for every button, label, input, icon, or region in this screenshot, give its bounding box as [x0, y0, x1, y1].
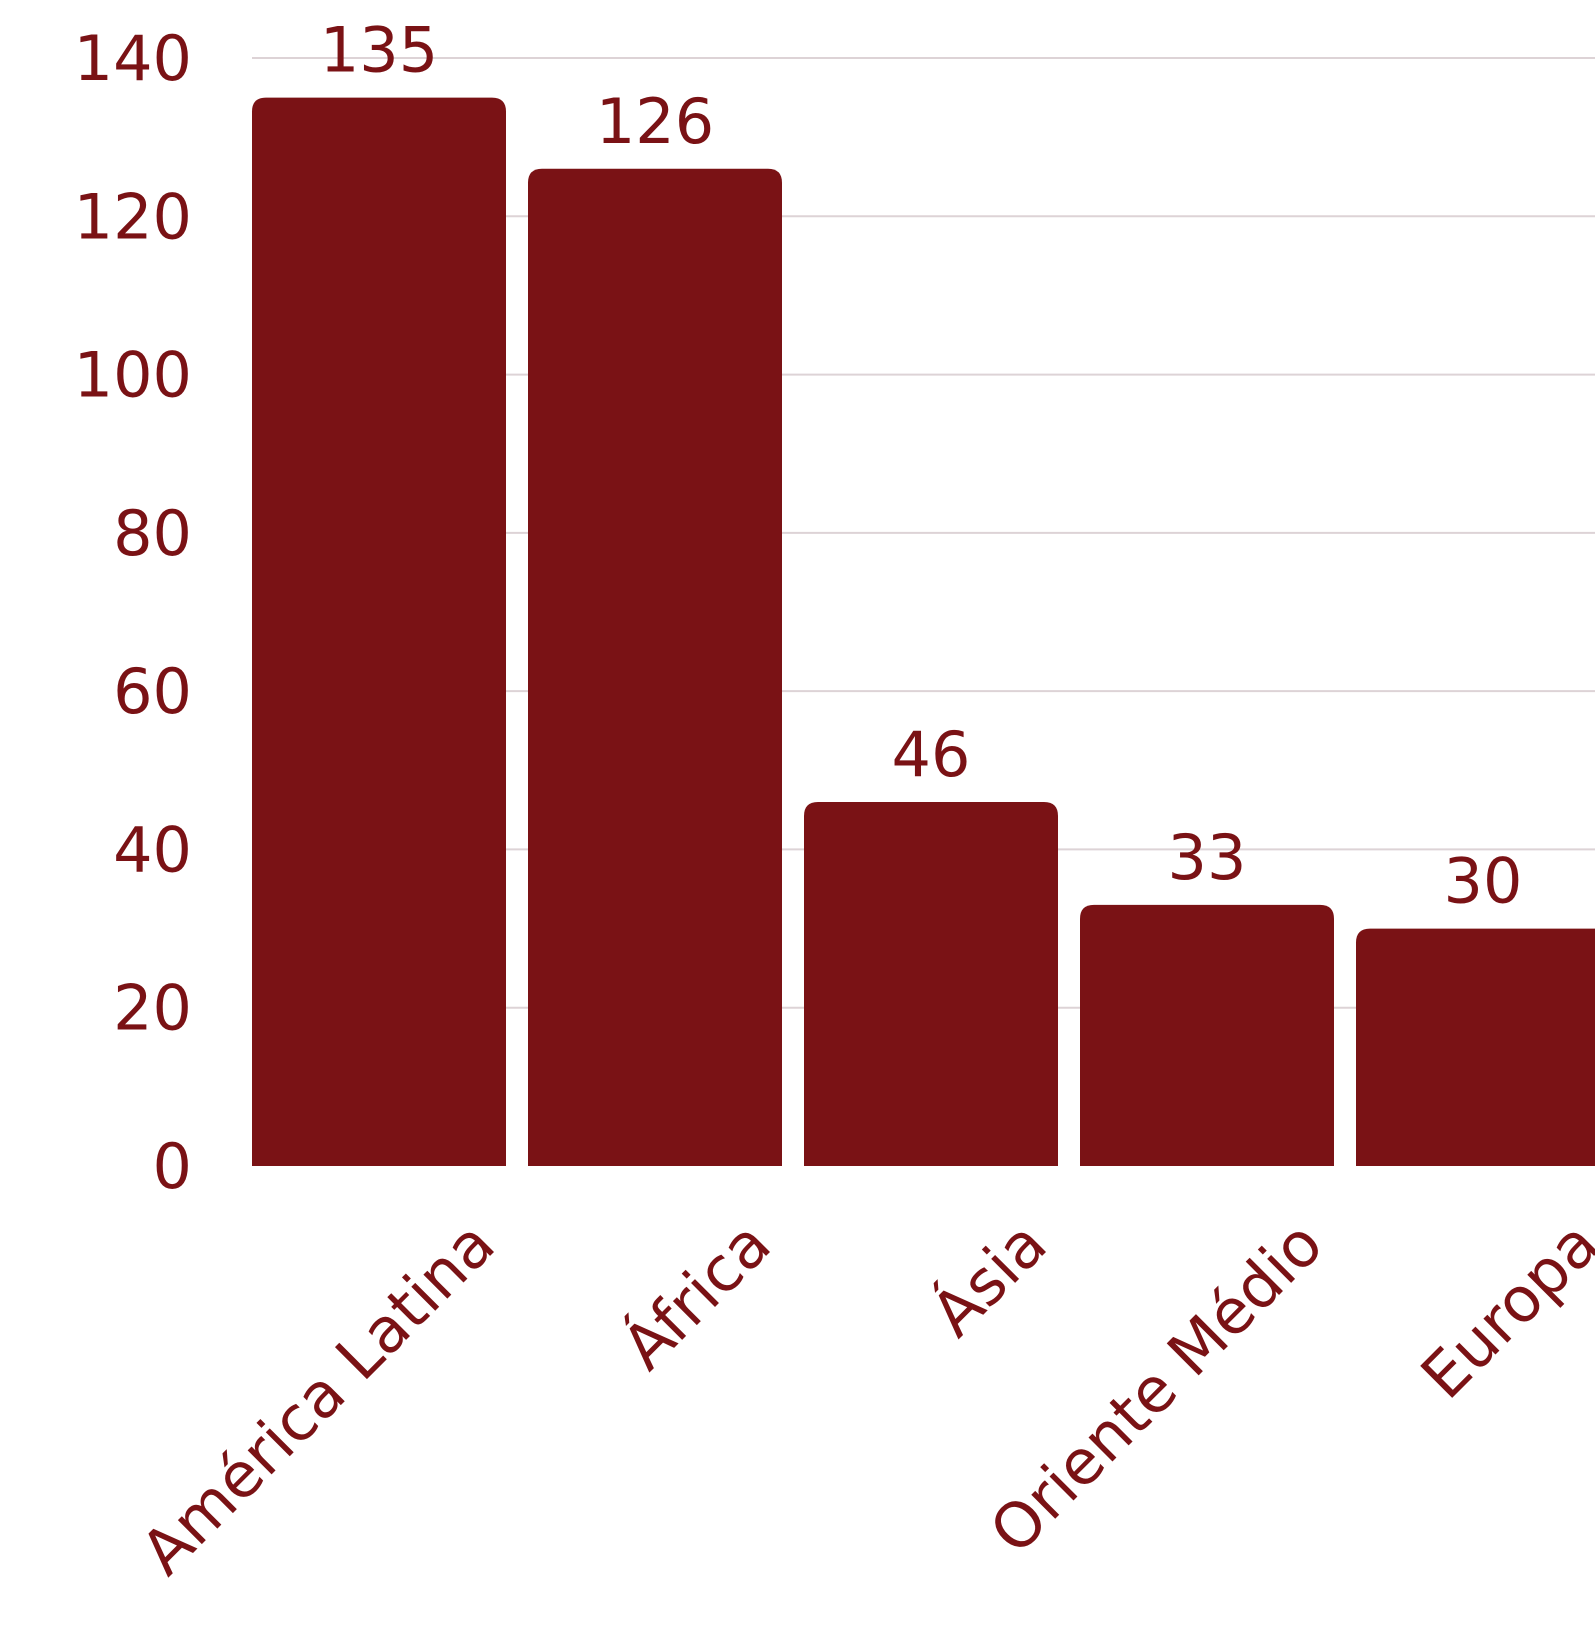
bar: [1356, 928, 1595, 1166]
y-tick-label: 80: [113, 497, 192, 570]
category-label: África: [607, 1206, 784, 1383]
bar: [252, 97, 506, 1167]
data-label: 33: [1168, 821, 1247, 894]
category-label: América Latina: [127, 1207, 509, 1589]
data-label: 30: [1444, 845, 1523, 918]
data-labels: 135 126 46 33 30: [320, 14, 1523, 918]
y-tick-label: 120: [74, 180, 192, 253]
category-label: Europa: [1407, 1207, 1595, 1413]
bar: [1080, 904, 1334, 1166]
bar: [528, 168, 782, 1167]
data-label: 46: [892, 718, 971, 791]
data-label: 126: [596, 85, 714, 158]
y-tick-label: 140: [74, 22, 192, 95]
y-tick-label: 100: [74, 339, 192, 412]
y-tick-label: 0: [153, 1130, 192, 1203]
y-axis-tick-labels: 0 20 40 60 80 100 120 140: [74, 22, 192, 1203]
y-tick-label: 20: [113, 972, 192, 1045]
bar: [804, 801, 1058, 1166]
y-tick-label: 40: [113, 813, 192, 886]
y-tick-label: 60: [113, 655, 192, 728]
category-label: Ásia: [916, 1206, 1060, 1350]
data-label: 135: [320, 14, 438, 87]
bars: [252, 97, 1595, 1167]
